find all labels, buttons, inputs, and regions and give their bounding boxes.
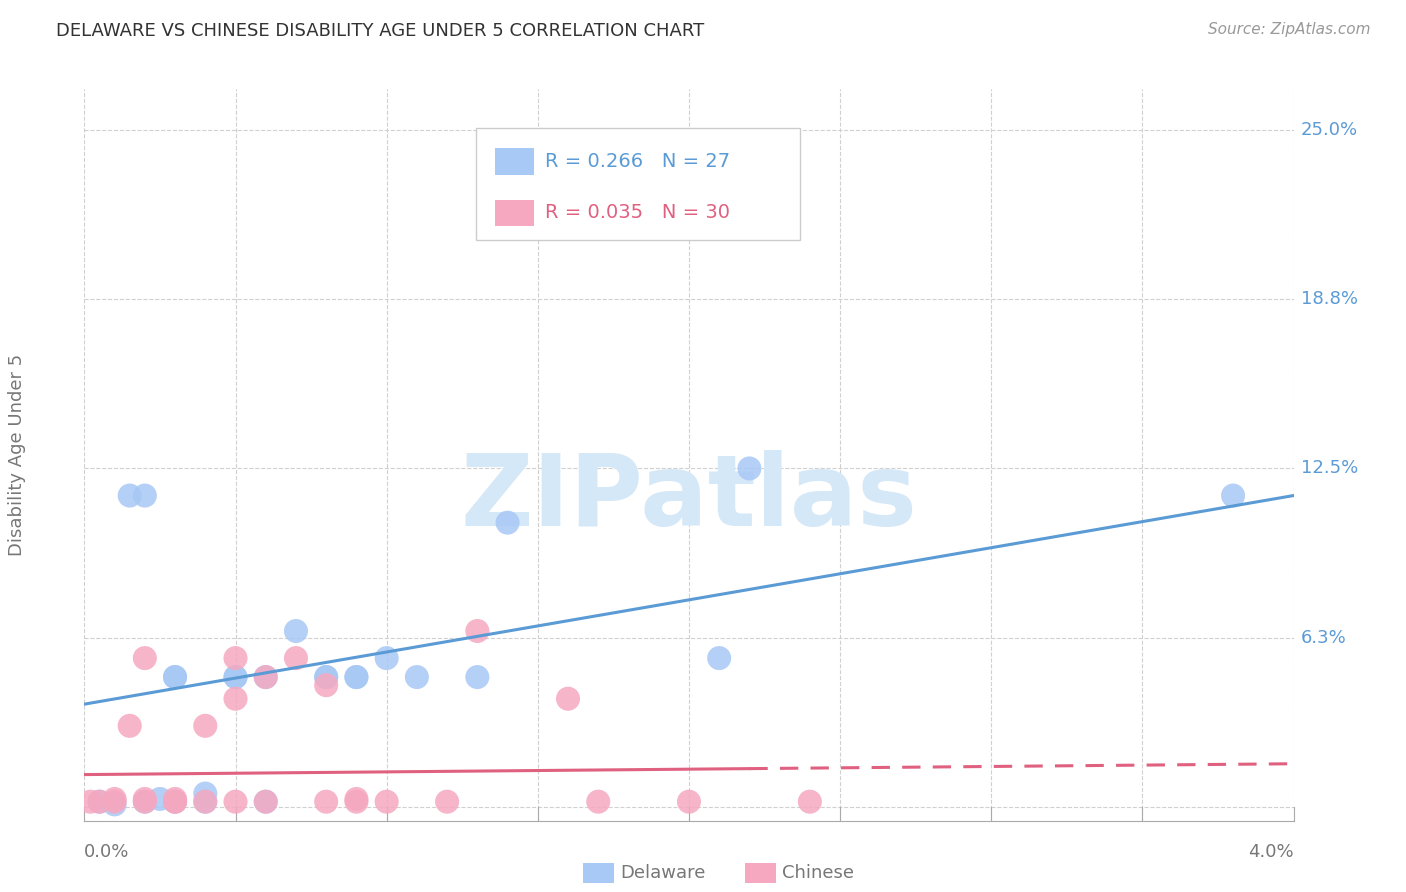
Point bbox=[194, 787, 217, 801]
Point bbox=[225, 670, 247, 684]
Point bbox=[346, 670, 368, 684]
Point bbox=[346, 670, 368, 684]
Point bbox=[118, 489, 141, 503]
Text: 4.0%: 4.0% bbox=[1249, 843, 1294, 861]
Point bbox=[225, 651, 247, 665]
Point bbox=[104, 797, 127, 812]
Point bbox=[799, 795, 821, 809]
Text: Delaware: Delaware bbox=[620, 864, 706, 882]
Text: Chinese: Chinese bbox=[782, 864, 853, 882]
Point bbox=[134, 489, 156, 503]
Point bbox=[254, 795, 277, 809]
Point bbox=[104, 792, 127, 806]
Point bbox=[467, 670, 489, 684]
Point bbox=[254, 670, 277, 684]
Point bbox=[225, 670, 247, 684]
Point bbox=[104, 795, 127, 809]
Point bbox=[1222, 489, 1244, 503]
Point bbox=[225, 691, 247, 706]
Point bbox=[315, 670, 337, 684]
Text: DELAWARE VS CHINESE DISABILITY AGE UNDER 5 CORRELATION CHART: DELAWARE VS CHINESE DISABILITY AGE UNDER… bbox=[56, 22, 704, 40]
Point bbox=[496, 516, 519, 530]
Point bbox=[118, 719, 141, 733]
Point bbox=[194, 795, 217, 809]
Point bbox=[134, 795, 156, 809]
Point bbox=[375, 795, 398, 809]
Point bbox=[194, 719, 217, 733]
Point bbox=[134, 792, 156, 806]
Point bbox=[165, 795, 187, 809]
Text: 12.5%: 12.5% bbox=[1301, 459, 1358, 477]
Point bbox=[254, 795, 277, 809]
Point bbox=[375, 651, 398, 665]
Point bbox=[225, 795, 247, 809]
Point bbox=[315, 678, 337, 692]
Text: Disability Age Under 5: Disability Age Under 5 bbox=[8, 354, 25, 556]
Point bbox=[89, 795, 111, 809]
Point bbox=[738, 461, 761, 475]
Point bbox=[165, 795, 187, 809]
Point bbox=[346, 792, 368, 806]
Point bbox=[284, 624, 308, 638]
Point bbox=[557, 691, 579, 706]
Point bbox=[467, 624, 489, 638]
Point bbox=[79, 795, 101, 809]
Point bbox=[678, 795, 700, 809]
Point bbox=[406, 670, 429, 684]
Point bbox=[588, 795, 610, 809]
Text: 25.0%: 25.0% bbox=[1301, 120, 1358, 139]
Point bbox=[194, 795, 217, 809]
Point bbox=[149, 792, 172, 806]
Point bbox=[165, 795, 187, 809]
Text: 18.8%: 18.8% bbox=[1301, 290, 1358, 308]
Text: R = 0.266   N = 27: R = 0.266 N = 27 bbox=[546, 153, 730, 171]
Point bbox=[89, 795, 111, 809]
Point bbox=[254, 670, 277, 684]
Text: 6.3%: 6.3% bbox=[1301, 629, 1347, 647]
Point bbox=[165, 670, 187, 684]
Text: 0.0%: 0.0% bbox=[84, 843, 129, 861]
Point bbox=[165, 670, 187, 684]
Point bbox=[315, 795, 337, 809]
Text: Source: ZipAtlas.com: Source: ZipAtlas.com bbox=[1208, 22, 1371, 37]
Text: ZIPatlas: ZIPatlas bbox=[461, 450, 917, 548]
Point bbox=[134, 651, 156, 665]
Point bbox=[284, 651, 308, 665]
Point bbox=[346, 795, 368, 809]
Point bbox=[134, 795, 156, 809]
Text: R = 0.035   N = 30: R = 0.035 N = 30 bbox=[546, 203, 730, 222]
Point bbox=[315, 670, 337, 684]
Point bbox=[165, 792, 187, 806]
Point bbox=[436, 795, 458, 809]
Point bbox=[709, 651, 731, 665]
